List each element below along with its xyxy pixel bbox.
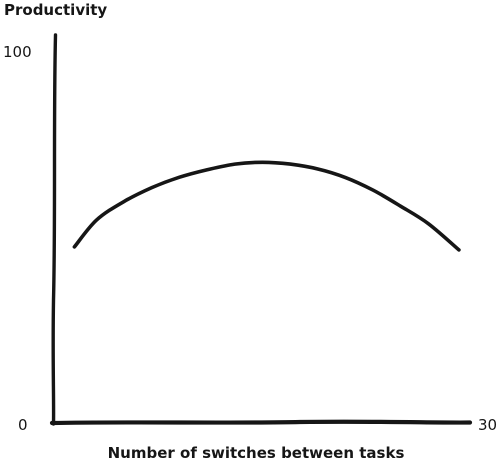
- x-axis-title: Number of switches between tasks: [108, 444, 405, 459]
- x-tick-label-30: 30: [478, 416, 497, 434]
- y-tick-label-0: 0: [18, 416, 28, 434]
- y-tick-label-100: 100: [3, 43, 32, 61]
- series-line: [74, 162, 459, 250]
- y-axis-title: Productivity: [4, 1, 107, 19]
- x-axis-line: [52, 422, 470, 423]
- y-axis-line: [53, 35, 55, 424]
